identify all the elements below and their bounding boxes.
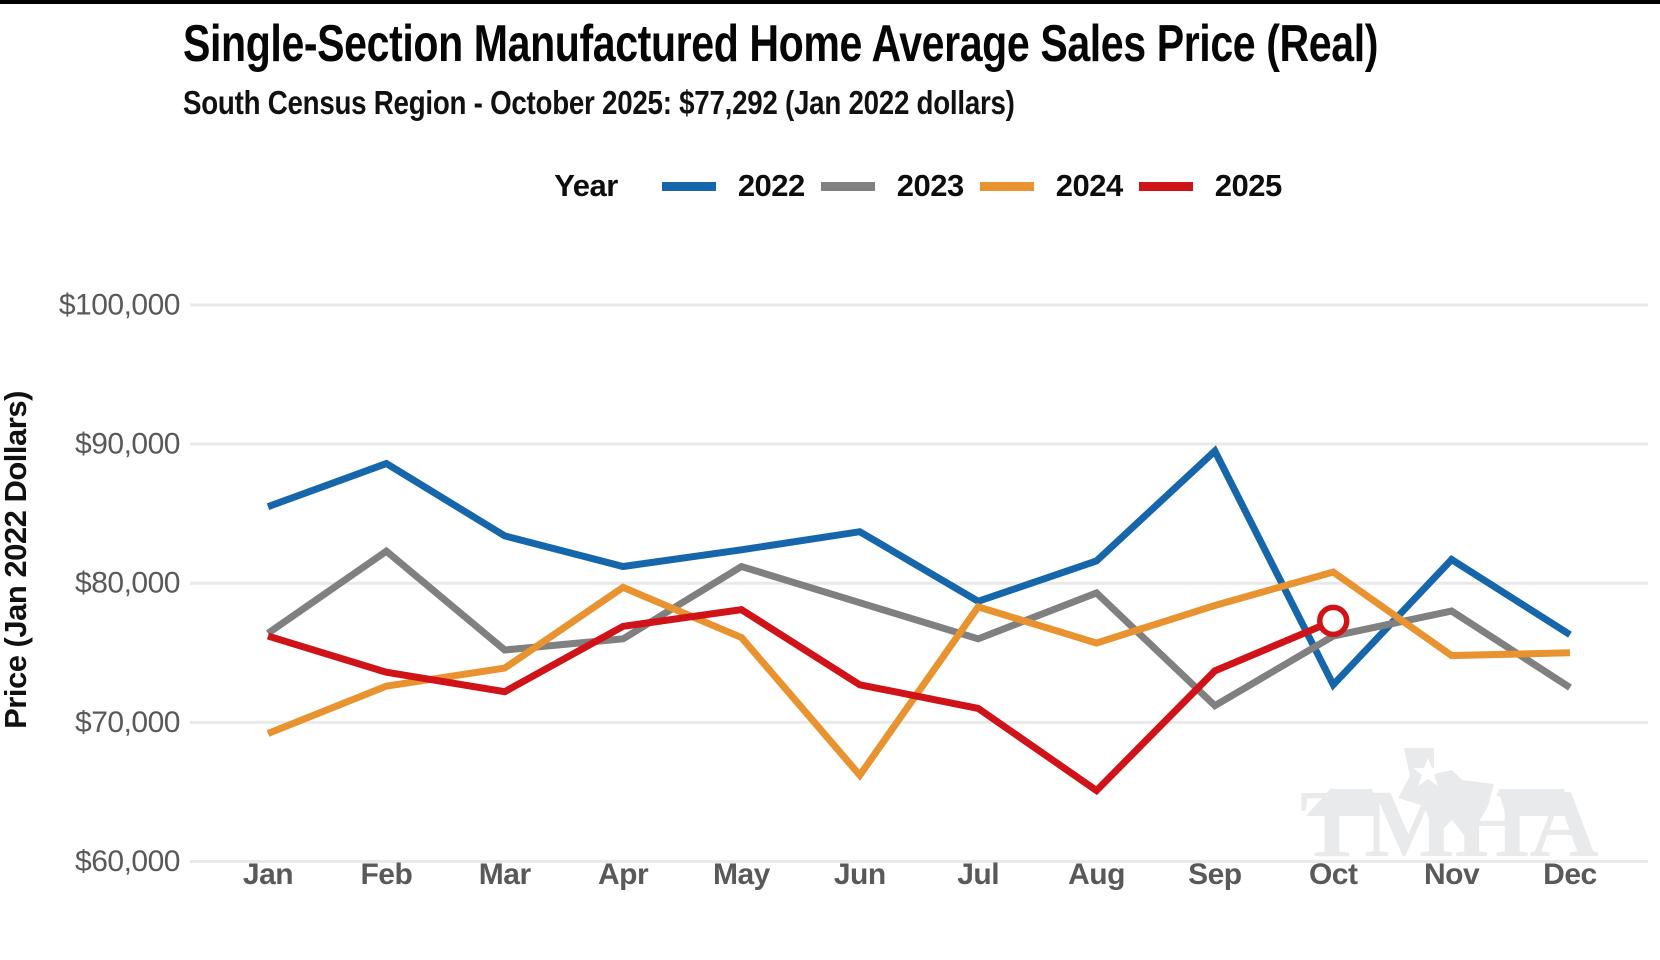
legend-item-2025: 2025 xyxy=(1138,168,1282,204)
x-tick-label-jul: Jul xyxy=(957,858,999,891)
legend-items: 2022 2023 2024 2025 xyxy=(646,168,1282,204)
x-tick-label-may: May xyxy=(713,858,771,891)
series-line-2025 xyxy=(266,605,1335,796)
x-tick-label-mar: Mar xyxy=(479,858,532,891)
y-tick-label-80000: $80,000 xyxy=(75,567,180,600)
legend-label-2022: 2022 xyxy=(737,168,805,203)
legend-swatch-2025 xyxy=(1138,181,1193,191)
x-tick-label-nov: Nov xyxy=(1424,858,1480,891)
x-tick-label-sep: Sep xyxy=(1188,858,1242,891)
y-axis-title: Price (Jan 2022 Dollars) xyxy=(0,391,33,729)
legend-swatch-2023 xyxy=(820,181,875,191)
legend-item-2023: 2023 xyxy=(820,168,964,204)
series-line-2024 xyxy=(266,568,1571,781)
tmha-watermark-logo: TMHA xyxy=(1300,748,1599,877)
y-tick-label-100000: $100,000 xyxy=(59,288,180,321)
top-border xyxy=(0,0,1660,4)
chart-subtitle: South Census Region - October 2025: $77,… xyxy=(183,84,1015,121)
x-tick-label-feb: Feb xyxy=(360,858,412,891)
tmha-watermark-shape xyxy=(1306,789,1380,816)
legend-item-2022: 2022 xyxy=(661,168,805,204)
series-line-2022 xyxy=(266,445,1572,691)
legend: Year 2022 2023 2024 2025 xyxy=(190,165,1646,207)
tmha-watermark-text: TMHA xyxy=(1300,770,1599,877)
series-line-2023 xyxy=(266,546,1572,711)
x-tick-label-dec: Dec xyxy=(1543,858,1597,891)
y-tick-label-90000: $90,000 xyxy=(75,428,180,461)
x-tick-label-jun: Jun xyxy=(834,858,886,891)
x-tick-label-oct: Oct xyxy=(1309,858,1358,891)
legend-label-2025: 2025 xyxy=(1214,168,1282,203)
x-tick-label-aug: Aug xyxy=(1068,858,1125,891)
highlighted-point-marker xyxy=(1316,604,1350,638)
y-tick-label-70000: $70,000 xyxy=(75,706,180,739)
x-tick-label-jan: Jan xyxy=(243,858,293,891)
y-tick-label-60000: $60,000 xyxy=(75,845,180,878)
legend-label-2023: 2023 xyxy=(896,168,964,203)
legend-swatch-2022 xyxy=(661,181,716,191)
legend-label-2024: 2024 xyxy=(1055,168,1123,203)
x-tick-label-apr: Apr xyxy=(598,858,649,891)
legend-swatch-2024 xyxy=(979,181,1034,191)
chart-title: Single-Section Manufactured Home Average… xyxy=(183,15,1379,73)
legend-title: Year xyxy=(554,168,618,203)
legend-item-2024: 2024 xyxy=(979,168,1123,204)
tmha-watermark-shape xyxy=(1498,789,1572,816)
tmha-watermark-star xyxy=(1413,758,1443,786)
